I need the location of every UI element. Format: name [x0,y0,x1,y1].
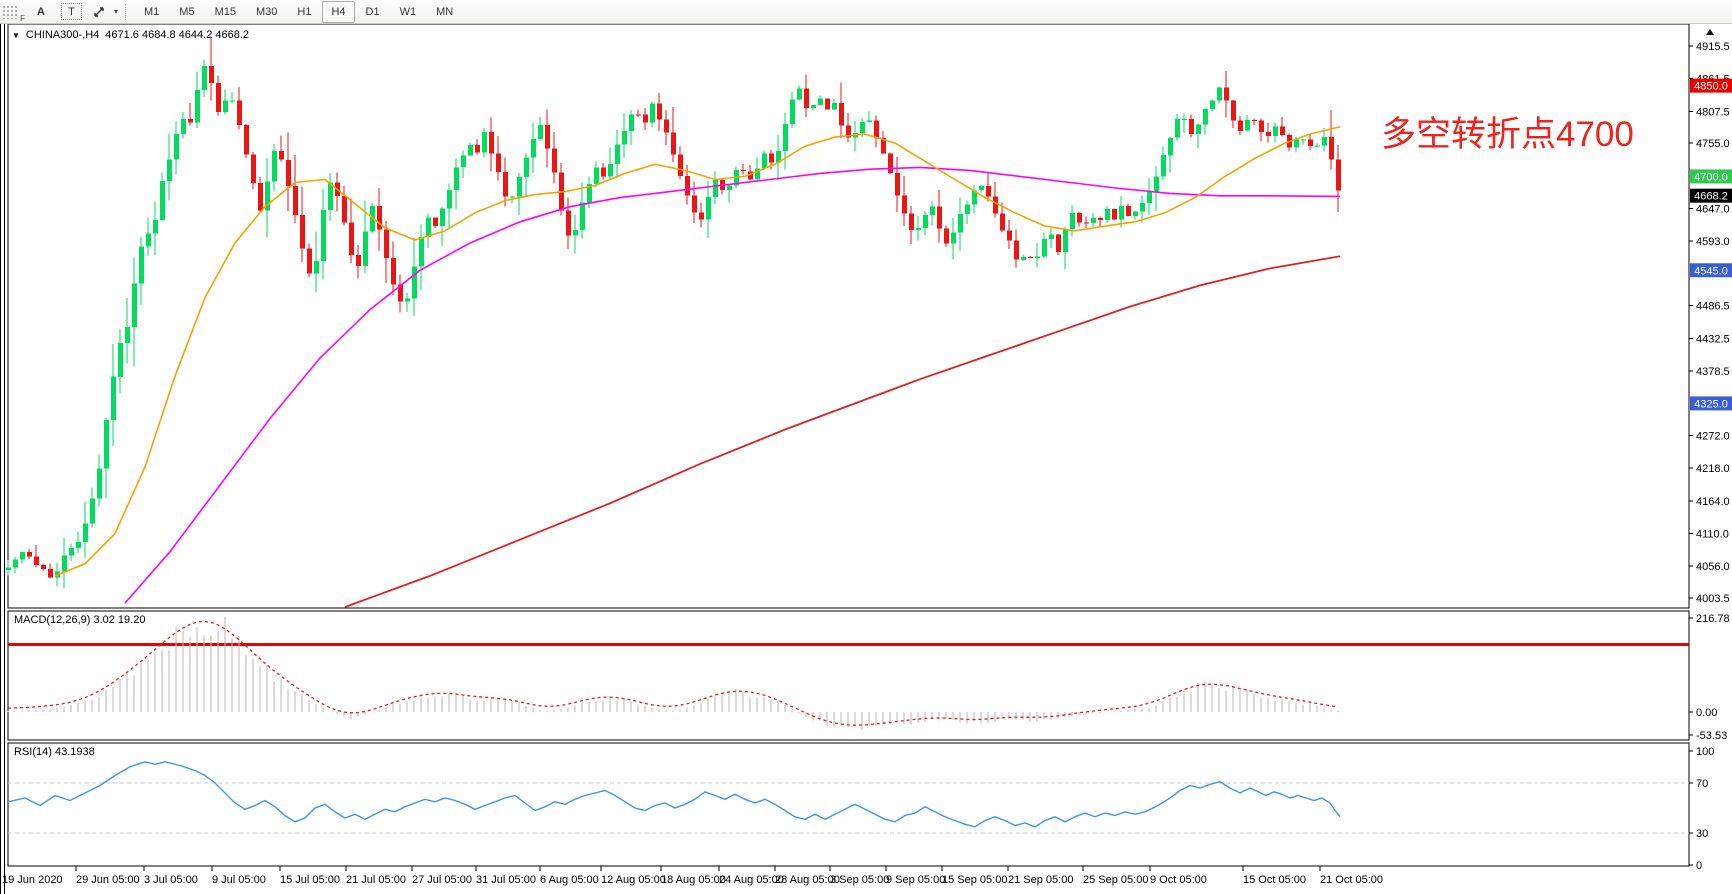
symbol-dropdown-icon[interactable]: ▼ [12,30,20,40]
text-box-tool-icon[interactable]: T [61,3,82,20]
rsi-panel-frame [7,742,1690,867]
macd-histogram [7,616,1339,730]
rsi-tick-label: 70 [1696,778,1708,790]
rsi-tick-label: 0 [1696,860,1702,872]
price-tick-label: 4378.5 [1696,366,1730,378]
date-tick-label: 21 Jul 05:00 [346,874,406,886]
symbol-timeframe-label: CHINA300-,H4 [25,29,100,41]
price-badge-4325.0 [1690,396,1732,411]
price-tick-label: 4056.0 [1696,561,1730,573]
price-tick-label: 4110.0 [1696,529,1729,541]
date-tick-label: 21 Oct 05:00 [1320,874,1383,886]
date-tick-label: 3 Sep 05:00 [830,874,889,886]
timeframe-button-h1[interactable]: H1 [297,5,312,18]
price-badge-label: 4545.0 [1694,265,1728,277]
timeframe-button-d1[interactable]: D1 [365,5,380,18]
macd-signal-line [7,620,1339,726]
ma-mid-line [124,166,1341,604]
price-tick-label: 4486.5 [1696,301,1730,313]
panel-splitter-rsi[interactable] [0,739,1732,744]
window-edge-line [0,24,1,894]
chart-title: ▼ CHINA300-,H4 4671.6 4684.8 4644.2 4668… [12,29,249,41]
toolbar: F A T ▾ M1 M5 M15 M30 H1 H4 D1 W1 MN [0,0,1732,24]
cursor-mode-icon[interactable] [85,1,113,23]
date-tick-label: 6 Aug 05:00 [540,874,599,886]
date-tick-label: 29 Jun 05:00 [76,874,140,886]
window-edge-line2 [4,24,5,894]
date-tick-label: 15 Jul 05:00 [280,874,340,886]
rsi-tick-label: 100 [1696,746,1714,758]
date-tick-label: 9 Oct 05:00 [1150,874,1207,886]
price-tick-label: 4647.0 [1696,204,1730,216]
chart-text-annotation: 多空转折点4700 [1381,115,1634,154]
ma-fast-line [54,126,1341,577]
price-tick-label: 4432.5 [1696,333,1730,345]
axis-top-marker-icon [1706,29,1714,35]
price-tick-label: 4915.5 [1696,41,1730,53]
date-axis[interactable] [8,866,1689,892]
text-label-tool-icon[interactable]: A [37,5,45,18]
price-badge-4545.0 [1690,263,1732,278]
price-badge-label: 4325.0 [1694,398,1728,410]
timeframe-button-w1[interactable]: W1 [399,5,417,18]
price-badge-4850.0 [1690,78,1732,93]
rsi-line [7,761,1341,828]
timeframe-button-m15[interactable]: M15 [214,5,236,18]
macd-indicator-label: MACD(12,26,9) 3.02 19.20 [14,614,146,626]
date-tick-label: 15 Sep 05:00 [942,874,1007,886]
price-tick-label: 4218.0 [1696,463,1730,475]
macd-tick-label: -53.53 [1696,730,1727,742]
timeframe-button-m1[interactable]: M1 [144,5,160,18]
date-tick-label: 15 Oct 05:00 [1243,874,1306,886]
price-tick-label: 4164.0 [1696,496,1730,508]
date-tick-label: 21 Sep 05:00 [1008,874,1073,886]
timeframe-button-h4[interactable]: H4 [322,0,355,23]
ohlc-values: 4671.6 4684.8 4644.2 4668.2 [105,29,250,41]
date-tick-label: 19 Jun 2020 [2,874,63,886]
dropdown-caret-icon[interactable]: ▾ [114,7,119,16]
date-tick-label: 9 Sep 05:00 [886,874,945,886]
price-badge-label: 4668.2 [1694,191,1728,203]
date-tick-label: 18 Aug 05:00 [661,874,726,886]
chart-window: 4915.54861.54807.54755.04647.04593.04486… [0,24,1732,894]
handle-f-label: F [20,13,25,23]
rsi-tick-label: 30 [1696,828,1708,840]
price-badge-4700.0 [1690,169,1732,184]
price-tick-label: 4755.0 [1696,138,1730,150]
toolbar-separator [125,3,127,20]
price-tick-label: 4003.5 [1696,593,1730,605]
date-tick-label: 24 Aug 05:00 [719,874,784,886]
price-badge-4668.2 [1690,188,1732,203]
price-badge-label: 4700.0 [1694,171,1728,183]
date-tick-label: 27 Jul 05:00 [412,874,472,886]
date-tick-label: 12 Aug 05:00 [601,874,666,886]
price-badge-label: 4850.0 [1694,81,1728,93]
rsi-indicator-label: RSI(14) 43.1938 [14,746,95,758]
timeframe-group: M1 M5 M15 M30 H1 H4 D1 W1 MN [134,0,463,23]
chart-canvas[interactable]: 4915.54861.54807.54755.04647.04593.04486… [0,24,1732,894]
diagonal-arrows-icon [94,6,104,17]
date-tick-label: 31 Jul 05:00 [476,874,536,886]
date-tick-label: 28 Aug 05:00 [775,874,840,886]
timeframe-button-m5[interactable]: M5 [179,5,195,18]
date-tick-label: 3 Jul 05:00 [144,874,198,886]
panel-splitter-macd[interactable] [0,607,1732,612]
price-tick-label: 4807.5 [1696,106,1730,118]
price-tick-label: 4272.0 [1696,430,1730,442]
timeframe-button-m30[interactable]: M30 [255,5,278,18]
ma-slow-line [344,255,1341,608]
price-tick-label: 4593.0 [1696,236,1730,248]
toolbar-drag-handle-icon[interactable]: F [2,4,25,23]
macd-tick-label: 216.78 [1696,613,1730,625]
macd-tick-label: 0.00 [1696,707,1717,719]
date-tick-label: 9 Jul 05:00 [212,874,266,886]
date-tick-label: 25 Sep 05:00 [1083,874,1148,886]
timeframe-button-mn[interactable]: MN [436,5,454,18]
